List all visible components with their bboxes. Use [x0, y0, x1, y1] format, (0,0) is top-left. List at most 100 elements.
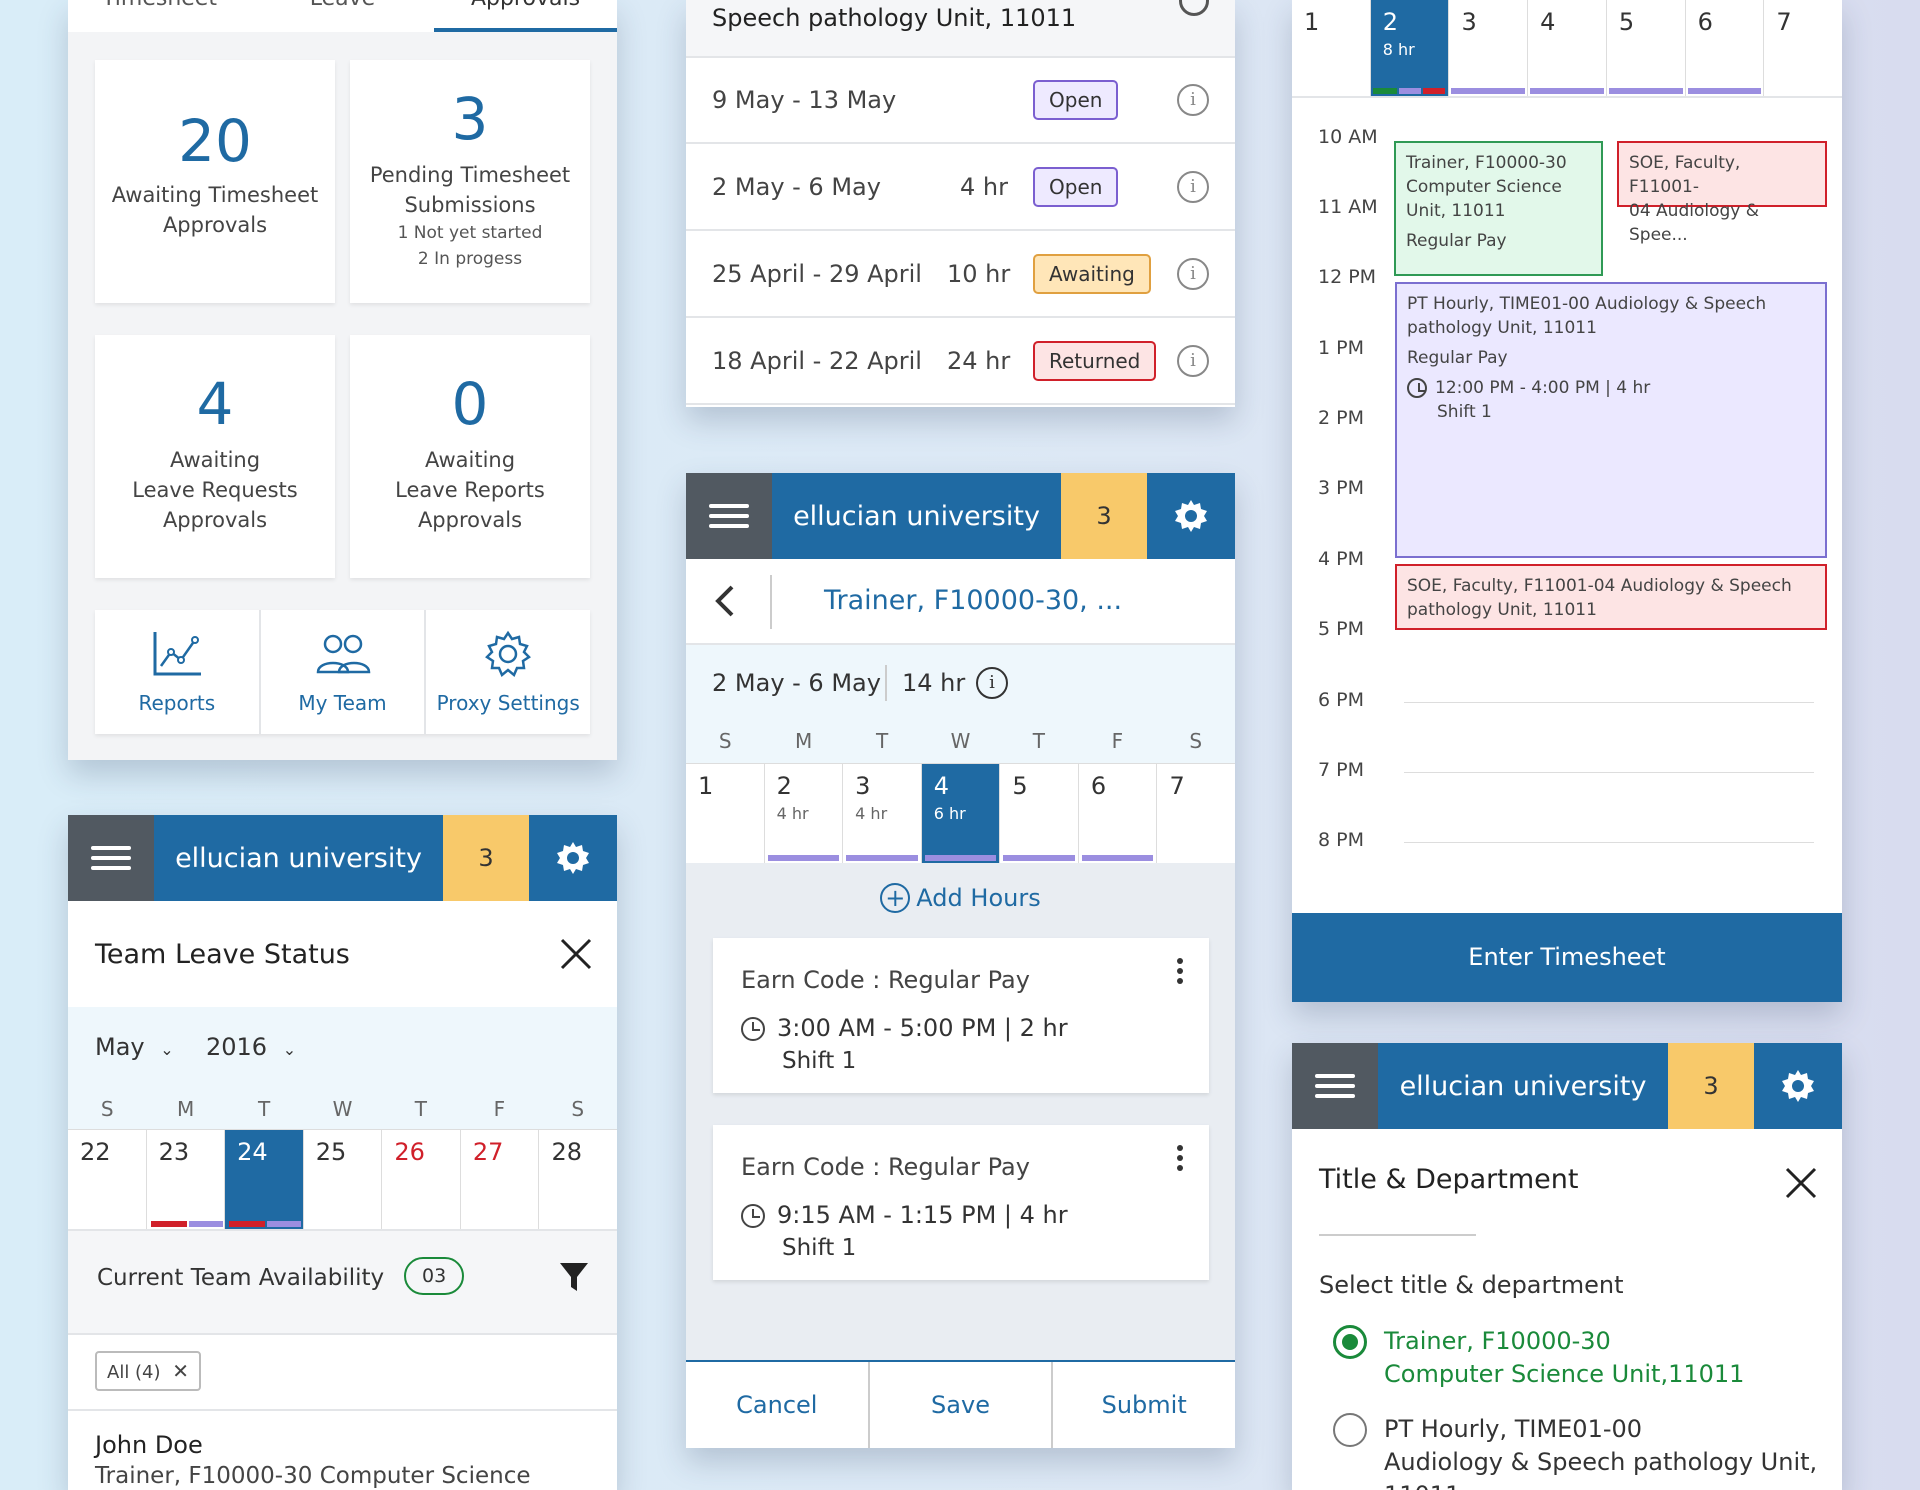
team-member-row[interactable]: John Doe Trainer, F10000-30 Computer Sci…	[68, 1409, 617, 1490]
calendar-day-selected[interactable]: 24	[225, 1130, 304, 1229]
add-hours-label: Add Hours	[916, 884, 1041, 912]
close-icon[interactable]: ✕	[172, 1359, 190, 1383]
tab-leave[interactable]: Leave	[251, 0, 434, 32]
calendar-day[interactable]: 6	[1079, 764, 1158, 863]
day-number: 28	[551, 1138, 583, 1166]
option-line: Audiology & Speech pathology Unit,	[1384, 1448, 1818, 1476]
hamburger-icon	[91, 840, 131, 876]
time-entry-card[interactable]: Earn Code : Regular Pay 3:00 AM - 5:00 P…	[713, 938, 1209, 1093]
menu-button[interactable]	[686, 473, 772, 559]
app-header: ellucian university 3	[686, 473, 1235, 559]
weekday: S	[571, 1097, 585, 1121]
period-row[interactable]: 25 April - 29 April 10 hr Awaiting i	[686, 232, 1235, 318]
info-icon[interactable]: i	[1177, 258, 1209, 290]
tile-label: Approvals	[162, 213, 268, 237]
chart-icon	[153, 632, 201, 676]
calendar-day[interactable]: 4	[1528, 0, 1607, 96]
awaiting-leave-reports-tile[interactable]: 0 Awaiting Leave Reports Approvals	[350, 335, 590, 578]
day-hours: 8 hr	[1382, 40, 1415, 59]
info-icon[interactable]: i	[1177, 171, 1209, 203]
close-button[interactable]	[1784, 1166, 1818, 1200]
info-icon[interactable]: i	[1177, 84, 1209, 116]
filter-button[interactable]	[559, 1261, 589, 1297]
shift-event-purple[interactable]: PT Hourly, TIME01-00 Audiology & Speech …	[1395, 282, 1827, 558]
back-button[interactable]	[712, 583, 736, 623]
submit-button[interactable]: Submit	[1101, 1391, 1187, 1419]
history-icon[interactable]	[1179, 0, 1209, 16]
day-number: 26	[394, 1138, 425, 1166]
weekday: M	[795, 729, 813, 753]
hours-marker	[767, 855, 840, 861]
enter-timesheet-button[interactable]: Enter Timesheet	[1292, 913, 1842, 1002]
calendar-day[interactable]: 7	[1764, 0, 1842, 96]
notification-badge[interactable]: 3	[1061, 473, 1147, 559]
option-line: 11011	[1384, 1481, 1460, 1490]
radio-unselected[interactable]	[1333, 1413, 1367, 1447]
week-total: 14 hr	[902, 669, 966, 697]
pending-timesheet-tile[interactable]: 3 Pending Timesheet Submissions 1 Not ye…	[350, 60, 590, 303]
calendar-day[interactable]: 1	[1292, 0, 1371, 96]
calendar-day[interactable]: 25	[304, 1130, 383, 1229]
year-select[interactable]: 2016 ⌄	[206, 1033, 296, 1061]
calendar-day[interactable]: 2 4 hr	[765, 764, 844, 863]
period-row[interactable]: 18 April - 22 April 24 hr Returned i	[686, 319, 1235, 405]
chip-label: All (4)	[107, 1362, 161, 1383]
hour-label: 3 PM	[1318, 477, 1364, 499]
reports-button[interactable]: Reports	[95, 610, 261, 734]
notification-badge[interactable]: 3	[443, 815, 529, 901]
calendar-day[interactable]: 5	[1000, 764, 1079, 863]
filter-chip[interactable]: All (4) ✕	[95, 1351, 202, 1391]
hamburger-icon	[709, 498, 749, 534]
weekday: W	[332, 1097, 353, 1121]
my-team-label: My Team	[298, 691, 387, 715]
calendar-day[interactable]: 27	[461, 1130, 540, 1229]
period-hours: 24 hr	[947, 347, 1011, 375]
period-row[interactable]: 9 May - 13 May Open i	[686, 58, 1235, 144]
notification-badge[interactable]: 3	[1668, 1043, 1754, 1129]
shift-event-red[interactable]: SOE, Faculty, F11001-04 Audiology & Spee…	[1395, 564, 1827, 630]
calendar-day[interactable]: 23	[147, 1130, 226, 1229]
calendar-day[interactable]: 6	[1686, 0, 1765, 96]
weekday: W	[950, 729, 971, 753]
calendar-day[interactable]: 3 4 hr	[843, 764, 922, 863]
cancel-button[interactable]: Cancel	[686, 1362, 870, 1448]
calendar-day[interactable]: 22	[68, 1130, 147, 1229]
shift-event-green[interactable]: Trainer, F10000-30 Computer Science Unit…	[1394, 141, 1603, 276]
awaiting-leave-requests-tile[interactable]: 4 Awaiting Leave Requests Approvals	[95, 335, 335, 578]
time-entry-card[interactable]: Earn Code : Regular Pay 9:15 AM - 1:15 P…	[713, 1125, 1209, 1280]
period-range: 25 April - 29 April	[712, 260, 922, 288]
calendar-day[interactable]: 28	[539, 1130, 617, 1229]
team-icon	[316, 634, 370, 674]
menu-button[interactable]	[68, 815, 154, 901]
settings-button[interactable]	[1147, 473, 1235, 559]
settings-button[interactable]	[529, 815, 617, 901]
option-line: Computer Science Unit,11011	[1384, 1360, 1745, 1388]
more-options-icon[interactable]	[1177, 958, 1183, 988]
proxy-settings-button[interactable]: Proxy Settings	[426, 610, 590, 734]
more-options-icon[interactable]	[1177, 1145, 1183, 1175]
period-row[interactable]: 2 May - 6 May 4 hr Open i	[686, 145, 1235, 231]
calendar-day[interactable]: 26	[382, 1130, 461, 1229]
calendar-day[interactable]: 1	[686, 764, 765, 863]
calendar-day-selected[interactable]: 2 8 hr	[1370, 0, 1450, 96]
close-button[interactable]	[559, 937, 593, 971]
my-team-button[interactable]: My Team	[261, 610, 427, 734]
calendar-day[interactable]: 7	[1157, 764, 1235, 863]
add-hours-button[interactable]: + Add Hours	[686, 883, 1235, 913]
calendar-day-selected[interactable]: 4 6 hr	[921, 764, 1001, 863]
shift-event-red[interactable]: SOE, Faculty, F11001- 04 Audiology & Spe…	[1617, 141, 1827, 245]
tab-approvals[interactable]: Approvals	[434, 0, 617, 32]
calendar-day[interactable]: 3	[1449, 0, 1529, 96]
radio-selected[interactable]	[1333, 1325, 1367, 1359]
month-select[interactable]: May ⌄	[95, 1033, 174, 1061]
awaiting-timesheet-tile[interactable]: 20 Awaiting Timesheet Approvals	[95, 60, 335, 303]
week-strip: 1 2 8 hr 3 4 5 6 7	[1292, 0, 1842, 98]
tile-label: Approvals	[162, 508, 268, 532]
menu-button[interactable]	[1292, 1043, 1378, 1129]
calendar-day[interactable]: 5	[1607, 0, 1686, 96]
tab-timesheet[interactable]: Timesheet	[68, 0, 251, 32]
info-icon[interactable]: i	[976, 667, 1008, 699]
settings-button[interactable]	[1754, 1043, 1842, 1129]
info-icon[interactable]: i	[1177, 345, 1209, 377]
save-button[interactable]: Save	[870, 1362, 1054, 1448]
